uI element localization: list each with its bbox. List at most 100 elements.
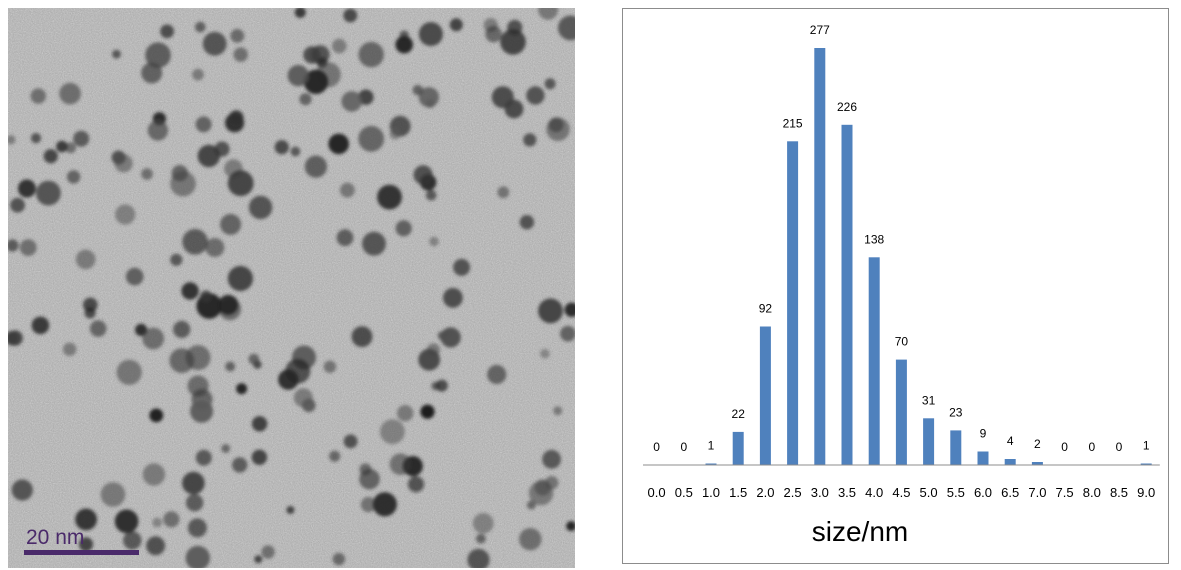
nanoparticle (8, 330, 23, 346)
nanoparticle (173, 320, 191, 338)
nanoparticles (8, 8, 575, 568)
x-tick-label: 5.0 (920, 485, 938, 500)
nanoparticle (187, 518, 207, 538)
nanoparticle (197, 144, 220, 168)
nanoparticle (429, 236, 439, 247)
nanoparticle (425, 189, 437, 201)
nanoparticle (202, 31, 227, 56)
nanoparticle (566, 521, 575, 532)
nanoparticle (187, 375, 209, 397)
nanoparticle (182, 229, 208, 255)
nanoparticle (170, 170, 196, 197)
bar-value-label: 1 (1143, 439, 1150, 453)
nanoparticle (420, 404, 435, 419)
bar-value-label: 226 (837, 100, 857, 114)
nanoparticle (185, 494, 204, 512)
nanoparticle (30, 88, 46, 104)
nanoparticle (31, 316, 50, 335)
bar-value-label: 215 (783, 116, 803, 130)
nanoparticle (65, 142, 77, 154)
bar-5.0 (923, 418, 935, 465)
nanoparticle (290, 146, 301, 157)
nanoparticle (497, 186, 510, 199)
nanoparticle (59, 82, 81, 105)
bar-3.5 (841, 124, 853, 466)
x-tick-labels: 0.0 0.5 1.0 1.5 2.0 2.5 3.0 3.5 4.0 4.5 5.0 5.5 6.0 6… (648, 485, 1156, 500)
nanoparticle (299, 93, 312, 106)
nanoparticle (343, 434, 358, 449)
nanoparticle (10, 197, 25, 213)
nanoparticle (230, 29, 245, 43)
nanoparticle (544, 78, 556, 90)
nanoparticle (8, 135, 16, 145)
bar-9.0 (1140, 463, 1152, 465)
nanoparticle (114, 154, 133, 173)
nanoparticle (146, 536, 166, 556)
x-axis-title: size/nm (812, 516, 908, 547)
bar-value-label: 277 (810, 23, 830, 37)
nanoparticle (125, 267, 144, 286)
nanoparticle (351, 326, 373, 347)
nanoparticle (553, 406, 563, 416)
x-tick-label: 8.5 (1110, 485, 1128, 500)
nanoparticle (443, 287, 463, 308)
nanoparticle (564, 302, 575, 317)
nanoparticle (558, 15, 575, 41)
nanoparticle (78, 537, 94, 552)
nanoparticle (56, 140, 68, 153)
nanoparticle (17, 179, 36, 198)
nanoparticle (377, 184, 402, 210)
nanoparticle (225, 361, 236, 372)
nanoparticle (358, 89, 374, 105)
nanoparticle (453, 258, 471, 276)
bar-value-label: 138 (864, 232, 884, 246)
nanoparticle (336, 229, 354, 247)
nanoparticle (163, 511, 180, 528)
nanoparticle (540, 348, 550, 359)
nanoparticle (472, 512, 494, 534)
nanoparticle (389, 128, 401, 140)
x-tick-label: 1.0 (702, 485, 720, 500)
x-tick-label: 3.5 (838, 485, 856, 500)
bar-6.5 (1004, 459, 1016, 465)
nanoparticle (560, 325, 575, 342)
x-tick-label: 8.0 (1083, 485, 1101, 500)
nanoparticle (372, 492, 397, 517)
nanoparticle (200, 290, 212, 303)
nanoparticle (261, 545, 275, 559)
nanoparticle (476, 533, 486, 544)
nanoparticle (380, 419, 405, 445)
bar-6.0 (977, 451, 989, 465)
nanoparticle (116, 359, 142, 385)
nanoparticle (440, 327, 461, 348)
nanoparticle (413, 165, 433, 185)
nanoparticle (523, 133, 537, 147)
nanoparticle (328, 133, 350, 155)
bars-group: 0 0 1 22 92 215 277 226 138 70 31 23 9 4 2 0 0 0 1 (653, 23, 1152, 466)
nanoparticle (358, 41, 384, 68)
x-tick-label: 7.0 (1028, 485, 1046, 500)
bar-value-label: 1 (708, 439, 715, 453)
x-tick-label: 7.5 (1056, 485, 1074, 500)
nanoparticle (542, 449, 561, 469)
nanoparticle (534, 479, 551, 496)
bar-4.5 (895, 359, 907, 465)
nanoparticle (362, 231, 386, 256)
nanoparticle (8, 239, 19, 252)
x-tick-label: 4.0 (865, 485, 883, 500)
histogram-svg: 0 0 1 22 92 215 277 226 138 70 31 23 9 4 2 0 0 0 1 0.0 0.5 1… (643, 23, 1160, 547)
nanoparticle (205, 238, 225, 257)
bar-value-label: 2 (1034, 437, 1041, 451)
nanoparticle (185, 345, 211, 371)
x-tick-label: 6.0 (974, 485, 992, 500)
bar-3.0 (814, 48, 826, 465)
nanoparticle (360, 497, 376, 513)
bar-2.5 (787, 141, 799, 466)
nanoparticle (30, 133, 42, 144)
nanoparticle (519, 528, 542, 551)
nanoparticle (397, 405, 414, 422)
nanoparticle (36, 180, 61, 206)
nanoparticle (412, 84, 423, 96)
nanoparticle (538, 298, 563, 324)
nanoparticle (340, 182, 355, 198)
